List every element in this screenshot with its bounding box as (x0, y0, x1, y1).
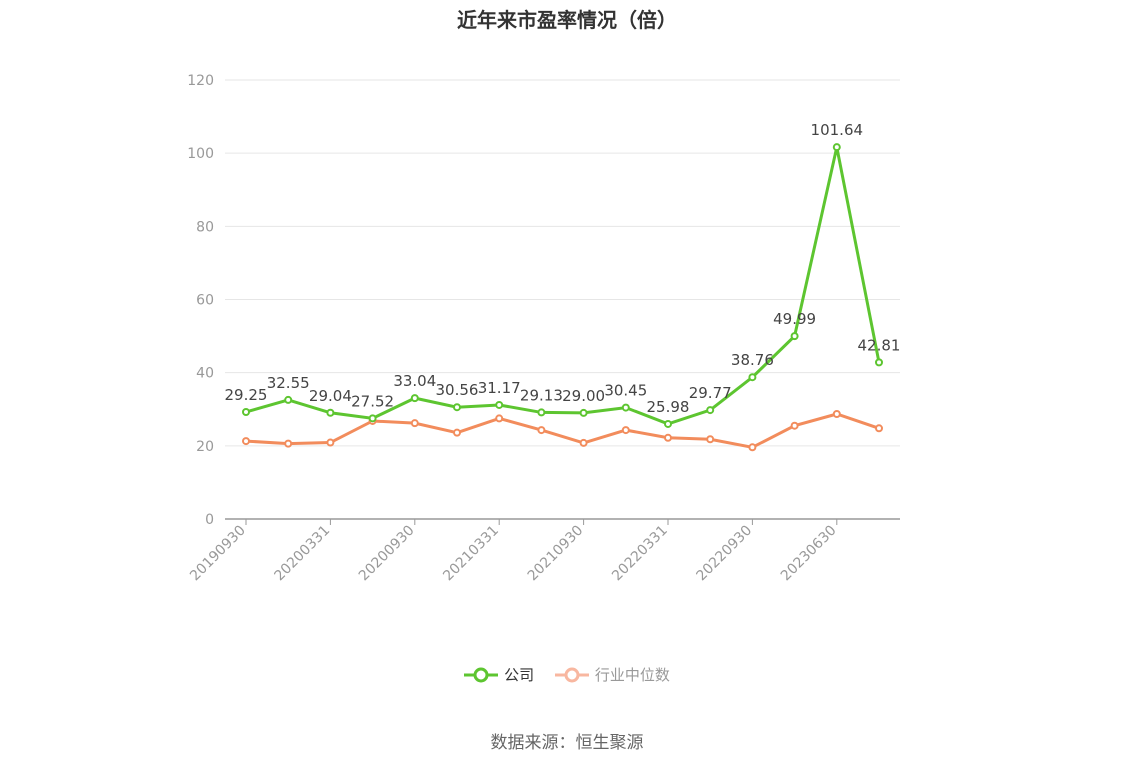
series-0-point-14 (832, 143, 841, 152)
data-label-4: 33.04 (393, 372, 436, 390)
grid-lines (225, 79, 900, 447)
y-tick-label-100: 100 (187, 146, 214, 162)
series-line-1 (245, 412, 880, 449)
legend: 公司 行业中位数 (0, 664, 1134, 689)
x-tick-label-20190930: 20190930 (187, 523, 249, 585)
series-1-point-9 (621, 426, 630, 435)
data-label-3: 27.52 (351, 392, 394, 410)
data-label-1: 32.55 (267, 374, 310, 392)
series-1-point-15 (875, 424, 883, 433)
legend-label-industry-median: 行业中位数 (594, 666, 670, 684)
data-label-11: 29.77 (689, 384, 732, 402)
x-tick-label-20220331: 20220331 (609, 523, 671, 585)
series-1-point-5 (453, 428, 461, 437)
x-tick-label-20200331: 20200331 (272, 523, 334, 585)
y-tick-label-20: 20 (196, 439, 214, 455)
series-1-point-0 (242, 437, 250, 446)
series-0-point-4 (410, 394, 419, 403)
data-label-8: 29.00 (562, 387, 605, 405)
data-source: 数据来源：恒生聚源 (490, 733, 644, 753)
series-1-point-2 (326, 438, 335, 447)
y-tick-label-0: 0 (205, 512, 214, 528)
legend-swatch-company (464, 667, 499, 682)
data-label-12: 38.76 (731, 351, 774, 369)
series-0-point-6 (495, 400, 504, 409)
series-0-point-0 (242, 407, 250, 416)
x-tick-label-20200930: 20200930 (356, 523, 418, 585)
y-axis-ticks: 0 20 40 60 80 100 120 (187, 73, 214, 528)
series-0-point-1 (284, 395, 293, 404)
y-tick-label-40: 40 (196, 366, 214, 382)
series-0-point-10 (664, 419, 672, 428)
series-0-point-11 (706, 406, 715, 415)
series-1-point-14 (832, 410, 841, 419)
series-0-point-13 (790, 332, 799, 341)
x-tick-label-20210331: 20210331 (440, 523, 502, 585)
data-label-10: 25.98 (647, 398, 690, 416)
series-1-point-10 (664, 433, 672, 442)
series-0-point-8 (579, 408, 588, 417)
series-0-point-15 (875, 358, 883, 367)
data-label-14: 101.64 (811, 121, 864, 139)
x-tick-label-20220930: 20220930 (694, 523, 756, 585)
y-tick-label-120: 120 (187, 73, 214, 89)
series-1-point-1 (284, 439, 293, 448)
chart-title: 近年来市盈率情况（倍） (457, 8, 677, 32)
x-tick-label-20230630: 20230630 (778, 523, 840, 585)
series-1-point-12 (748, 443, 757, 452)
series-0-point-2 (326, 408, 335, 417)
series-1-point-11 (706, 435, 715, 444)
legend-item-industry-median[interactable]: 行业中位数 (554, 664, 670, 685)
y-tick-label-80: 80 (196, 219, 214, 235)
legend-swatch-industry-median (554, 667, 589, 682)
series-0-point-9 (621, 403, 630, 412)
data-label-15: 42.81 (858, 336, 901, 354)
data-label-5: 30.56 (436, 381, 479, 399)
y-tick-label-60: 60 (196, 293, 214, 309)
data-label-13: 49.99 (773, 310, 816, 328)
series-0-point-3 (368, 414, 377, 423)
data-label-0: 29.25 (225, 386, 268, 404)
data-label-6: 31.17 (478, 379, 521, 397)
series-1-point-13 (790, 421, 799, 430)
legend-label-company: 公司 (504, 666, 535, 684)
series-points (242, 143, 883, 452)
series-lines (245, 146, 881, 449)
series-1-point-6 (495, 414, 504, 423)
data-label-7: 29.13 (520, 386, 563, 404)
x-axis-ticks: 20190930 20200331 20200930 20210331 20210930… (187, 519, 840, 584)
series-1-point-8 (579, 438, 588, 447)
series-1-point-4 (410, 419, 419, 428)
series-0-point-12 (748, 373, 757, 382)
data-label-9: 30.45 (604, 382, 647, 400)
series-0-point-7 (537, 408, 546, 417)
series-line-0 (245, 146, 881, 426)
x-tick-label-20210930: 20210930 (525, 523, 587, 585)
series-0-point-5 (453, 403, 461, 412)
data-label-2: 29.04 (309, 387, 352, 405)
legend-item-company[interactable]: 公司 (464, 664, 534, 685)
series-1-point-7 (537, 426, 546, 435)
